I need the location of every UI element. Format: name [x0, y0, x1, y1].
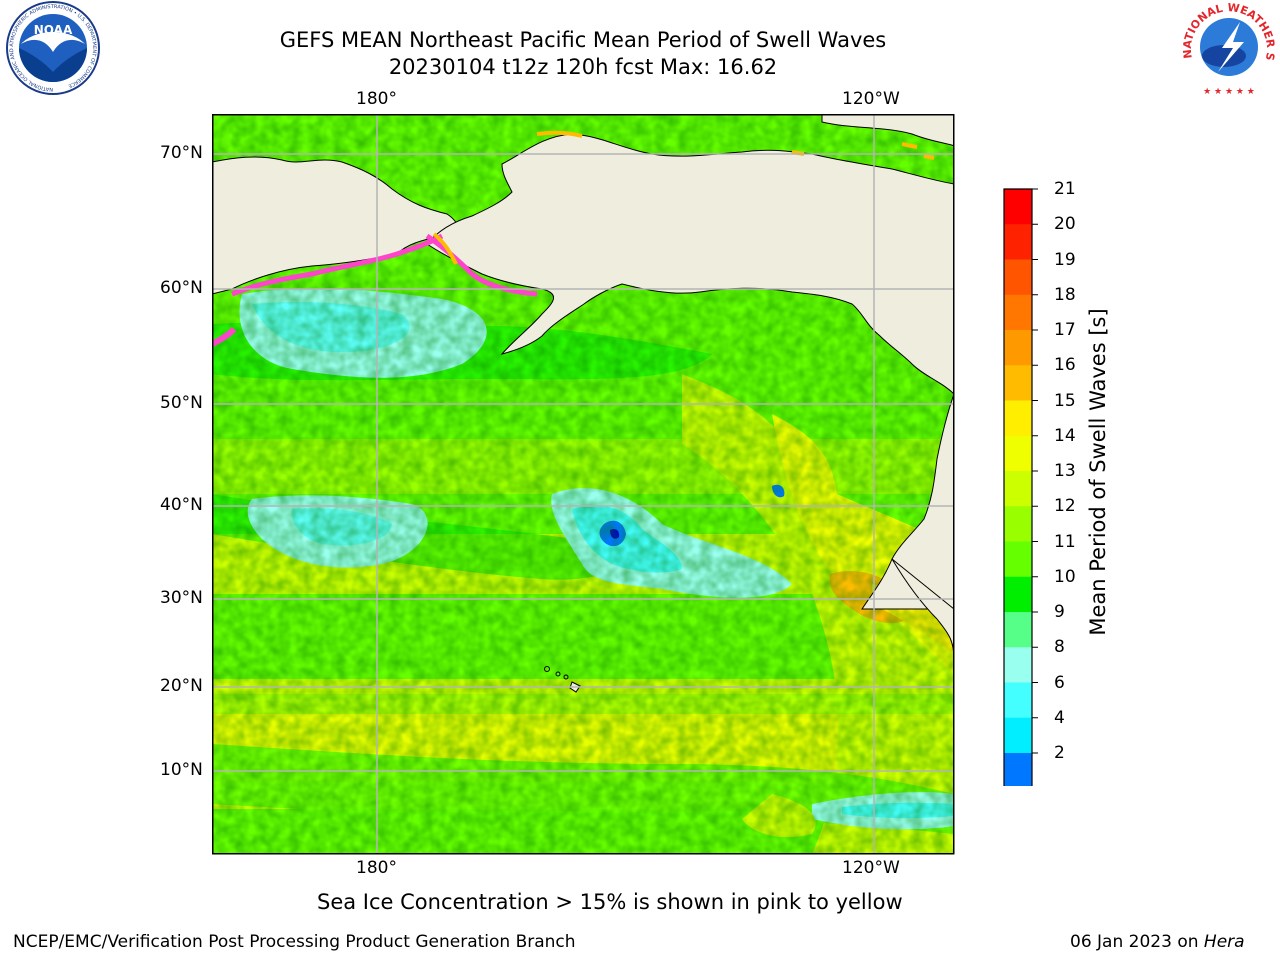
- lat-tick-40n: 40°N: [160, 495, 203, 515]
- colorbar-segment: [1004, 682, 1032, 719]
- colorbar-segment: [1004, 400, 1032, 437]
- colorbar-segment: [1004, 541, 1032, 578]
- land-asia: [212, 156, 458, 295]
- colorbar-segment: [1004, 647, 1032, 683]
- colorbar-segment: [1004, 612, 1032, 648]
- colorbar-tick-label: 21: [1054, 179, 1076, 199]
- noaa-logo: NOAA NATIONAL OCEANIC AND ATMOSPHERIC AD…: [6, 1, 100, 95]
- chart-title: GEFS MEAN Northeast Pacific Mean Period …: [279, 28, 887, 52]
- svg-text:★ ★ ★ ★ ★: ★ ★ ★ ★ ★: [1203, 87, 1255, 97]
- noaa-logo-text: NOAA: [34, 23, 73, 37]
- colorbar-tick-label: 19: [1054, 249, 1076, 270]
- footer-host: Hera: [1203, 932, 1245, 952]
- graticule: [212, 114, 954, 854]
- lon-tick-bottom-180: 180°: [356, 858, 397, 878]
- colorbar-tick-label: 20: [1054, 214, 1076, 235]
- lat-tick-50n: 50°N: [160, 393, 203, 413]
- footer-org: NCEP/EMC/Verification Post Processing Pr…: [13, 932, 576, 952]
- lat-tick-10n: 10°N: [160, 760, 203, 780]
- colorbar-tick-label: 15: [1054, 390, 1076, 411]
- lat-tick-20n: 20°N: [160, 676, 203, 696]
- colorbar-tick-label: 2: [1054, 743, 1065, 763]
- land-northamerica: [861, 393, 954, 610]
- colorbar-tick-label: 17: [1054, 320, 1076, 340]
- lat-tick-60n: 60°N: [160, 278, 203, 298]
- footer-date: 06 Jan 2023 on Hera: [1070, 932, 1245, 952]
- colorbar-tick-label: 18: [1054, 284, 1076, 305]
- colorbar-segment: [1004, 189, 1032, 225]
- lat-tick-30n: 30°N: [160, 588, 203, 608]
- map-panel: [212, 114, 955, 855]
- nws-logo: NATIONAL WEATHER SERVICE ★ ★ ★ ★ ★: [1178, 0, 1277, 97]
- chart-subtitle: 20230104 t12z 120h fcst Max: 16.62: [388, 55, 778, 79]
- colorbar-segment: [1004, 365, 1032, 401]
- lat-tick-70n: 70°N: [160, 143, 203, 163]
- lon-tick-top-180: 180°: [356, 89, 397, 109]
- colorbar-segment: [1004, 717, 1032, 754]
- colorbar-tick-label: 12: [1054, 496, 1076, 517]
- colorbar-tick-label: 11: [1054, 531, 1076, 552]
- colorbar-segment: [1004, 435, 1032, 472]
- colorbar-segment: [1004, 576, 1032, 613]
- lon-tick-top-120w: 120°W: [842, 89, 900, 109]
- colorbar-tick-label: 10: [1054, 566, 1076, 587]
- colorbar-tick-label: 14: [1054, 425, 1076, 446]
- colorbar-frame: [1003, 188, 1033, 786]
- colorbar-tick-label: 9: [1054, 602, 1065, 622]
- colorbar-segment: [1004, 330, 1032, 366]
- colorbar: [1003, 188, 1038, 786]
- colorbar-segment: [1004, 294, 1032, 331]
- sea-ice-note: Sea Ice Concentration > 15% is shown in …: [317, 890, 903, 914]
- lon-tick-bottom-120w: 120°W: [842, 858, 900, 878]
- colorbar-tick-label: 16: [1054, 355, 1076, 376]
- colorbar-tick-label: 6: [1054, 672, 1065, 693]
- footer-date-text: 06 Jan 2023 on: [1070, 932, 1204, 952]
- map-frame: [212, 114, 955, 855]
- colorbar-tick-label: 4: [1054, 707, 1065, 728]
- colorbar-segment: [1004, 224, 1032, 260]
- colorbar-segment: [1004, 506, 1032, 542]
- colorbar-tick-label: 8: [1054, 637, 1065, 658]
- colorbar-label: Mean Period of Swell Waves [s]: [1086, 308, 1110, 636]
- colorbar-segment: [1004, 259, 1032, 296]
- colorbar-tick-label: 13: [1054, 461, 1076, 481]
- colorbar-segment: [1004, 471, 1032, 507]
- colorbar-segment: [1004, 753, 1032, 786]
